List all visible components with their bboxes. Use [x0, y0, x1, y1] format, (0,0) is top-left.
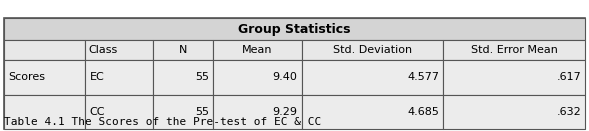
- Text: Table 4.1 The Scores of the Pre-test of EC & CC: Table 4.1 The Scores of the Pre-test of …: [4, 117, 321, 127]
- Text: Class: Class: [88, 45, 118, 55]
- Bar: [153, 60, 213, 94]
- Bar: [444, 40, 585, 60]
- Text: Group Statistics: Group Statistics: [238, 23, 351, 36]
- Bar: [85, 60, 153, 94]
- Text: 55: 55: [195, 107, 209, 117]
- Bar: [4, 94, 85, 129]
- Bar: [153, 40, 213, 60]
- Text: N: N: [178, 45, 187, 55]
- Bar: [444, 94, 585, 129]
- Text: Scores: Scores: [8, 72, 45, 82]
- Bar: [302, 94, 444, 129]
- Text: 4.685: 4.685: [408, 107, 439, 117]
- Text: Std. Deviation: Std. Deviation: [333, 45, 412, 55]
- Bar: [153, 94, 213, 129]
- Bar: [213, 40, 302, 60]
- Bar: [4, 40, 85, 60]
- Bar: [85, 40, 153, 60]
- Bar: [213, 94, 302, 129]
- Bar: [4, 60, 85, 94]
- Text: .632: .632: [556, 107, 581, 117]
- Bar: [213, 60, 302, 94]
- Text: CC: CC: [90, 107, 105, 117]
- Text: .617: .617: [556, 72, 581, 82]
- Bar: [302, 40, 444, 60]
- Text: 9.40: 9.40: [273, 72, 297, 82]
- Text: EC: EC: [90, 72, 104, 82]
- Bar: [85, 94, 153, 129]
- Text: Mean: Mean: [242, 45, 273, 55]
- Text: 55: 55: [195, 72, 209, 82]
- Bar: [4, 18, 585, 40]
- Text: 9.29: 9.29: [273, 107, 297, 117]
- Text: 4.577: 4.577: [407, 72, 439, 82]
- Text: Std. Error Mean: Std. Error Mean: [471, 45, 558, 55]
- Bar: [444, 60, 585, 94]
- Bar: [302, 60, 444, 94]
- Bar: [4, 18, 585, 129]
